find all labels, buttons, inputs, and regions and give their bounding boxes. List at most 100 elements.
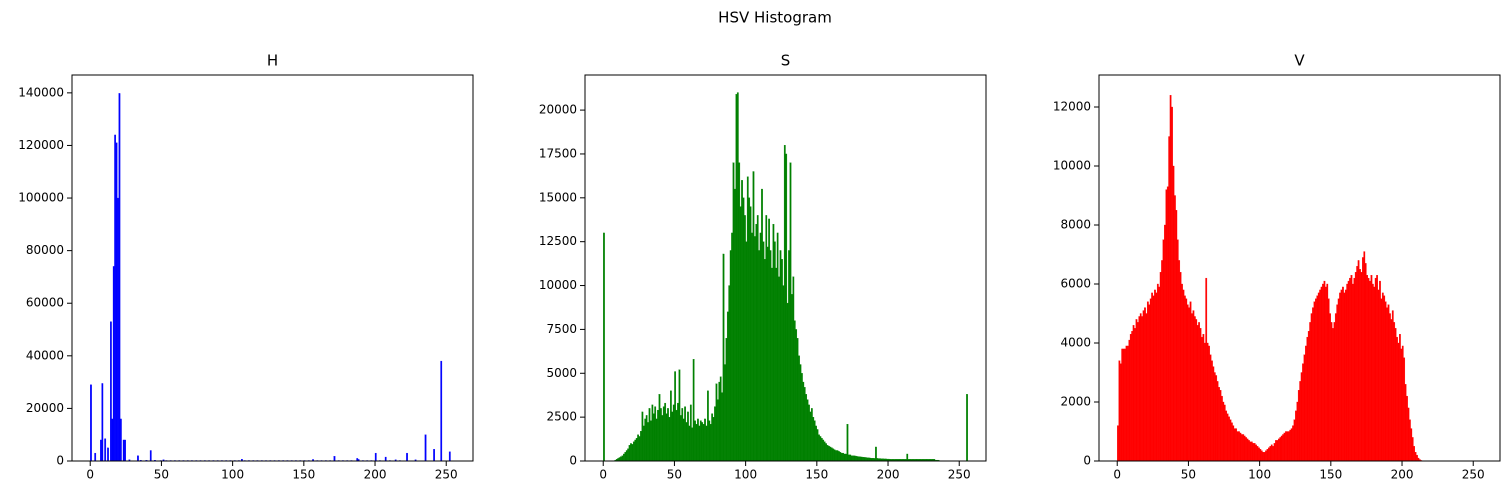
histogram-bar (781, 259, 783, 462)
histogram-bar (685, 422, 688, 462)
y-tick-label: 60000 (26, 296, 64, 310)
histogram-bar (1386, 307, 1388, 462)
histogram-bar (1377, 289, 1380, 462)
histogram-bar (1373, 286, 1376, 462)
histogram-bar (695, 424, 698, 462)
histogram-bar (1394, 328, 1397, 462)
histogram-bar (1326, 283, 1329, 462)
histogram-bar (810, 408, 813, 462)
histogram-bar (122, 439, 125, 462)
histogram-bar (734, 188, 736, 462)
histogram-bar (828, 445, 830, 462)
histogram-bar (746, 176, 749, 462)
histogram-bar (1255, 444, 1257, 462)
histogram-bar (755, 223, 758, 462)
histogram-bar (1253, 443, 1256, 462)
histogram-bar (715, 383, 718, 462)
histogram-bar (1201, 336, 1203, 462)
histogram-bar (1295, 410, 1297, 462)
y-tick-label: 6000 (1060, 277, 1091, 291)
histogram-bar (848, 454, 850, 462)
histogram-bar (1319, 289, 1322, 462)
histogram-bar (859, 456, 862, 462)
histogram-bar (681, 408, 684, 462)
histogram-bar (1383, 295, 1386, 462)
histogram-bar (1176, 239, 1179, 462)
x-tick-label: 100 (1248, 468, 1271, 482)
histogram-bar (384, 456, 387, 462)
histogram-bar (1263, 452, 1266, 462)
histogram-bar (674, 371, 677, 462)
histogram-bar (1350, 275, 1353, 462)
histogram-bar (1222, 401, 1225, 462)
histogram-bar (729, 250, 732, 462)
histogram-bar (1404, 384, 1407, 462)
histogram-bar (754, 236, 756, 462)
histogram-bar (1193, 316, 1196, 462)
x-tick-label: 0 (599, 468, 607, 482)
histogram-bar (748, 197, 751, 462)
x-tick-label: 100 (734, 468, 757, 482)
histogram-bar (1340, 289, 1343, 462)
histogram-bar (1205, 277, 1208, 462)
histogram-bar (1354, 272, 1357, 462)
histogram-bar (766, 246, 769, 462)
histogram-bar (687, 411, 689, 462)
histogram-bar (1317, 292, 1320, 462)
histogram-bar (119, 418, 122, 462)
histogram-bar (675, 409, 678, 462)
x-tick-label: 200 (1391, 468, 1414, 482)
histogram-bar (741, 180, 743, 462)
histogram-bar (1249, 441, 1252, 462)
histogram-bar (1371, 283, 1374, 462)
histogram-bar (1406, 395, 1408, 462)
histogram-bar (699, 420, 702, 462)
histogram-bar (137, 455, 139, 462)
histogram-bar (692, 359, 695, 462)
y-tick-label: 8000 (1060, 218, 1091, 232)
histogram-bar (1145, 313, 1148, 462)
histogram-bar (1305, 345, 1307, 462)
histogram-bar (1164, 224, 1166, 462)
histogram-bar (668, 416, 671, 462)
histogram-bar (1315, 298, 1317, 462)
histogram-bar (1330, 322, 1333, 462)
x-tick-label: 150 (292, 468, 315, 482)
y-tick-label: 40000 (26, 348, 64, 362)
histogram-bar (771, 267, 773, 462)
histogram-bar (1131, 331, 1134, 462)
histogram-bar (1259, 449, 1262, 462)
histogram-bar (1268, 447, 1270, 462)
histogram-bar (1246, 438, 1249, 462)
histogram-bar (1175, 210, 1178, 462)
histogram-bar (149, 450, 152, 462)
histogram-bar (799, 364, 802, 462)
histogram-bar (691, 427, 694, 462)
histogram-bar (1202, 334, 1205, 462)
histogram-bar (627, 448, 630, 462)
histogram-bar (115, 142, 118, 462)
histogram-bar (786, 302, 789, 462)
histogram-bar (654, 406, 657, 462)
y-tick-label: 15000 (539, 190, 577, 204)
histogram-bar (768, 218, 770, 462)
histogram-bar (795, 329, 798, 462)
histogram-bar (1276, 440, 1279, 462)
histogram-bar (756, 215, 759, 462)
histogram-bar (1316, 295, 1319, 462)
histogram-bar (815, 425, 817, 462)
histogram-bar (1174, 195, 1176, 462)
histogram-bar (630, 443, 632, 462)
histogram-bar (1135, 319, 1138, 462)
y-tick-label: 100000 (18, 191, 64, 205)
histogram-bar (1121, 348, 1124, 462)
histogram-bar (1186, 304, 1189, 462)
histogram-bar (1269, 446, 1272, 462)
histogram-bar (1391, 310, 1394, 462)
histogram-bar (707, 390, 709, 462)
histogram-bar (1313, 301, 1316, 462)
histogram-bar (1403, 357, 1406, 462)
histogram-bar (671, 411, 674, 462)
histogram-bar (118, 93, 121, 462)
histogram-bar (1363, 251, 1366, 462)
